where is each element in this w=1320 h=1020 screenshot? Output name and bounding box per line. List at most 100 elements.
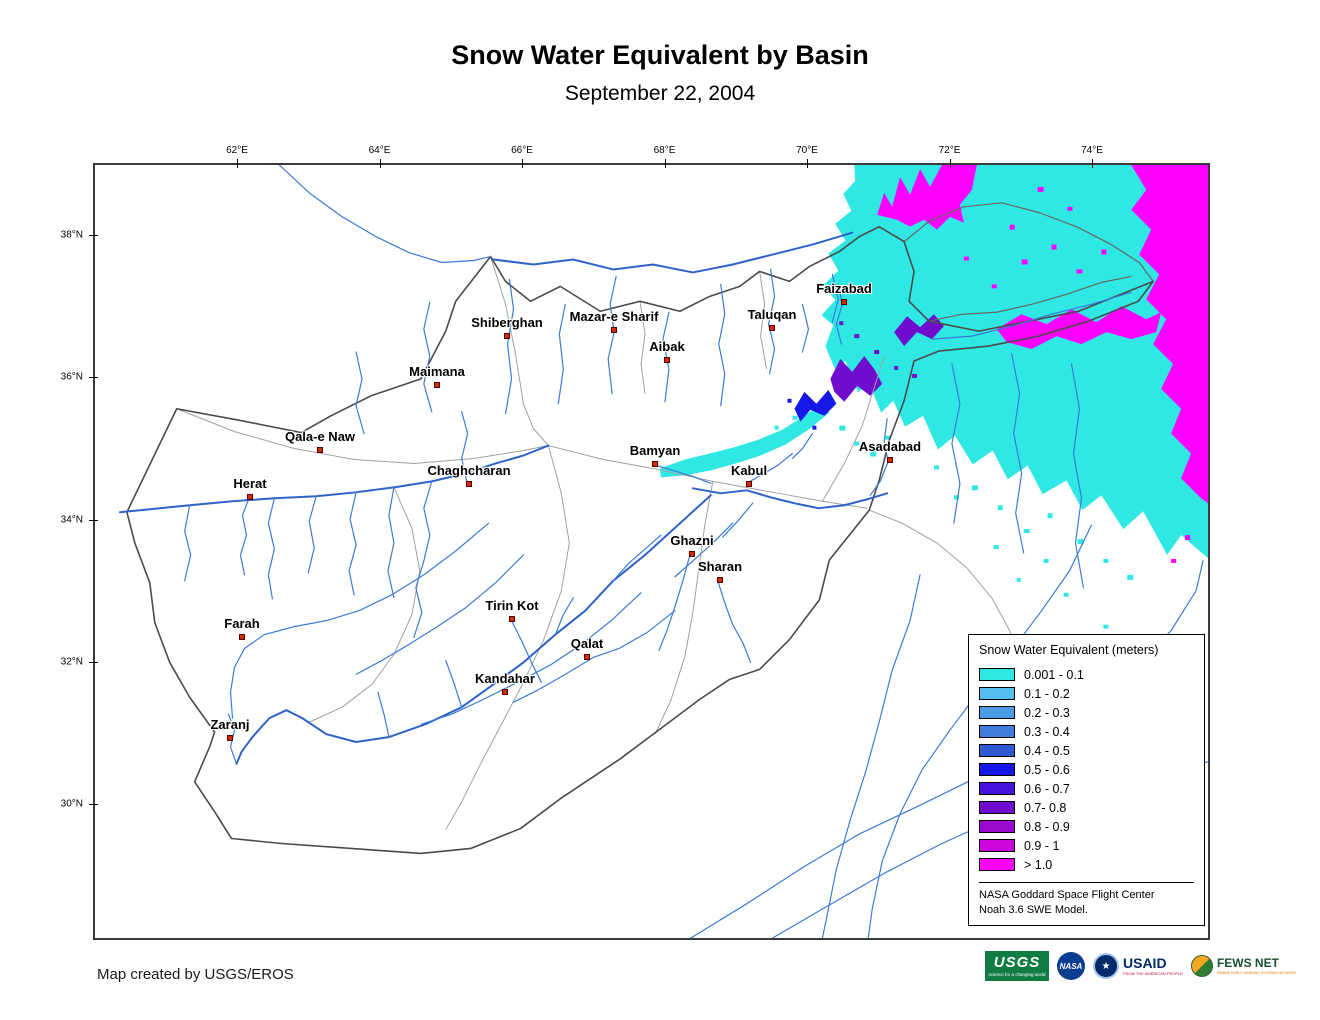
city-label-aibak: Aibak — [649, 339, 685, 354]
country-border — [126, 225, 1154, 855]
lat-label: 38°N — [60, 229, 83, 241]
nasa-logo-text: NASA — [1059, 961, 1083, 971]
map-area: 62°E 64°E 66°E 68°E 70°E 72°E 74°E 38°N 36°N 34°N… — [61, 145, 1210, 940]
city-marker-taluqan — [769, 325, 775, 331]
city-marker-zaranj — [227, 735, 233, 741]
lon-label: 72°E — [938, 145, 961, 156]
legend-entry: 0.1 - 0.2 — [979, 684, 1194, 703]
page-subtitle: September 22, 2004 — [564, 82, 756, 105]
city-label-zaranj: Zaranj — [210, 717, 250, 732]
legend-entry: 0.2 - 0.3 — [979, 703, 1194, 722]
legend-entry: 0.4 - 0.5 — [979, 741, 1194, 760]
city-marker-shiberghan — [504, 333, 510, 339]
map-credit: Map created by USGS/EROS — [97, 966, 294, 983]
legend: Snow Water Equivalent (meters) 0.001 - 0… — [968, 634, 1205, 926]
city-marker-ghazni — [689, 551, 695, 557]
city-label-ghazni: Ghazni — [670, 533, 714, 548]
logo-row: USGS science for a changing world NASA ★… — [985, 951, 1296, 981]
city-label-maimana: Maimana — [409, 364, 465, 379]
lat-label: 36°N — [60, 371, 83, 383]
city-marker-farah — [239, 634, 245, 640]
legend-swatch — [979, 782, 1015, 795]
city-marker-faizabad — [841, 299, 847, 305]
legend-swatch — [979, 820, 1015, 833]
city-marker-tirin-kot — [509, 616, 515, 622]
city-label-taluqan: Taluqan — [747, 307, 797, 322]
city-label-sharan: Sharan — [697, 559, 743, 574]
city-label-herat: Herat — [233, 476, 267, 491]
city-label-farah: Farah — [224, 616, 260, 631]
city-marker-kandahar — [502, 689, 508, 695]
city-marker-herat — [247, 494, 253, 500]
lon-label: 66°E — [511, 145, 533, 156]
city-label-mazar-e-sharif: Mazar-e Sharif — [569, 309, 659, 324]
legend-entry-label: 0.8 - 0.9 — [1024, 819, 1070, 834]
legend-entries: 0.001 - 0.1 0.1 - 0.2 0.2 - 0.3 0.3 - 0.4 0.… — [979, 665, 1194, 874]
lon-label: 74°E — [1081, 145, 1103, 156]
lon-label: 62°E — [226, 145, 248, 156]
legend-swatch — [979, 839, 1015, 852]
fewsnet-logo: FEWS NET FAMINE EARLY WARNING SYSTEMS NE… — [1190, 955, 1296, 977]
lat-label: 32°N — [60, 656, 83, 668]
basin-boundaries — [176, 202, 1154, 830]
usgs-logo: USGS science for a changing world — [985, 951, 1049, 981]
city-marker-qala-e-naw — [317, 447, 323, 453]
legend-entry: 0.3 - 0.4 — [979, 722, 1194, 741]
legend-entry-label: 0.5 - 0.6 — [1024, 762, 1070, 777]
legend-entry-label: > 1.0 — [1024, 857, 1053, 872]
usaid-logo-text: USAID — [1123, 955, 1167, 971]
legend-entry-label: 0.3 - 0.4 — [1024, 724, 1070, 739]
legend-swatch — [979, 668, 1015, 681]
legend-entry: 0.5 - 0.6 — [979, 760, 1194, 779]
city-marker-kabul — [746, 481, 752, 487]
legend-swatch — [979, 725, 1015, 738]
snow-swe-high-region — [877, 165, 1208, 563]
legend-entry-label: 0.7- 0.8 — [1024, 800, 1067, 815]
city-marker-mazar-e-sharif — [611, 327, 617, 333]
legend-entry-label: 0.1 - 0.2 — [1024, 686, 1070, 701]
legend-swatch — [979, 687, 1015, 700]
usaid-logo: ★ USAID FROM THE AMERICAN PEOPLE — [1093, 953, 1183, 979]
legend-entry-label: 0.001 - 0.1 — [1024, 667, 1084, 682]
city-marker-sharan — [717, 577, 723, 583]
legend-entry: > 1.0 — [979, 855, 1194, 874]
city-label-shiberghan: Shiberghan — [471, 315, 543, 330]
legend-source-line1: NASA Goddard Space Flight Center — [979, 889, 1155, 901]
page-title: Snow Water Equivalent by Basin — [451, 40, 869, 70]
legend-swatch — [979, 763, 1015, 776]
snow-layer — [659, 165, 1208, 679]
city-marker-maimana — [434, 382, 440, 388]
fewsnet-globe-icon — [1190, 955, 1213, 977]
legend-swatch — [979, 744, 1015, 757]
snow-swe-blue-region — [787, 389, 837, 430]
legend-title: Snow Water Equivalent (meters) — [979, 643, 1159, 657]
header: Snow Water Equivalent by Basin September… — [0, 40, 1320, 106]
city-label-bamyan: Bamyan — [629, 443, 681, 458]
nasa-logo: NASA — [1057, 952, 1085, 980]
lon-label: 68°E — [653, 145, 676, 156]
legend-source: NASA Goddard Space Flight Center Noah 3.… — [979, 882, 1194, 918]
legend-swatch — [979, 801, 1015, 814]
city-label-qala-e-naw: Qala-e Naw — [284, 429, 356, 444]
legend-entry-label: 0.6 - 0.7 — [1024, 781, 1070, 796]
legend-entry-label: 0.9 - 1 — [1024, 838, 1060, 853]
city-label-faizabad: Faizabad — [816, 281, 872, 296]
legend-entry-label: 0.4 - 0.5 — [1024, 743, 1070, 758]
city-marker-chaghcharan — [466, 481, 472, 487]
city-label-chaghcharan: Chaghcharan — [427, 463, 511, 478]
city-label-tirin-kot: Tirin Kot — [485, 598, 539, 613]
city-label-kandahar: Kandahar — [475, 671, 535, 686]
usaid-seal-icon: ★ — [1093, 953, 1119, 979]
legend-swatch — [979, 858, 1015, 871]
legend-entry: 0.9 - 1 — [979, 836, 1194, 855]
legend-entry-label: 0.2 - 0.3 — [1024, 705, 1070, 720]
city-label-kabul: Kabul — [730, 463, 768, 478]
usgs-logo-text: USGS — [993, 954, 1041, 972]
legend-entry: 0.6 - 0.7 — [979, 779, 1194, 798]
map-svg — [118, 165, 1208, 938]
map-frame: Faizabad Taluqan Mazar-e Sharif Shiberghan A… — [93, 163, 1210, 940]
legend-entry: 0.001 - 0.1 — [979, 665, 1194, 684]
city-label-qalat: Qalat — [570, 636, 604, 651]
fewsnet-logo-text: FEWS NET — [1216, 956, 1279, 971]
city-layer: Faizabad Taluqan Mazar-e Sharif Shiberghan A… — [95, 165, 1208, 938]
